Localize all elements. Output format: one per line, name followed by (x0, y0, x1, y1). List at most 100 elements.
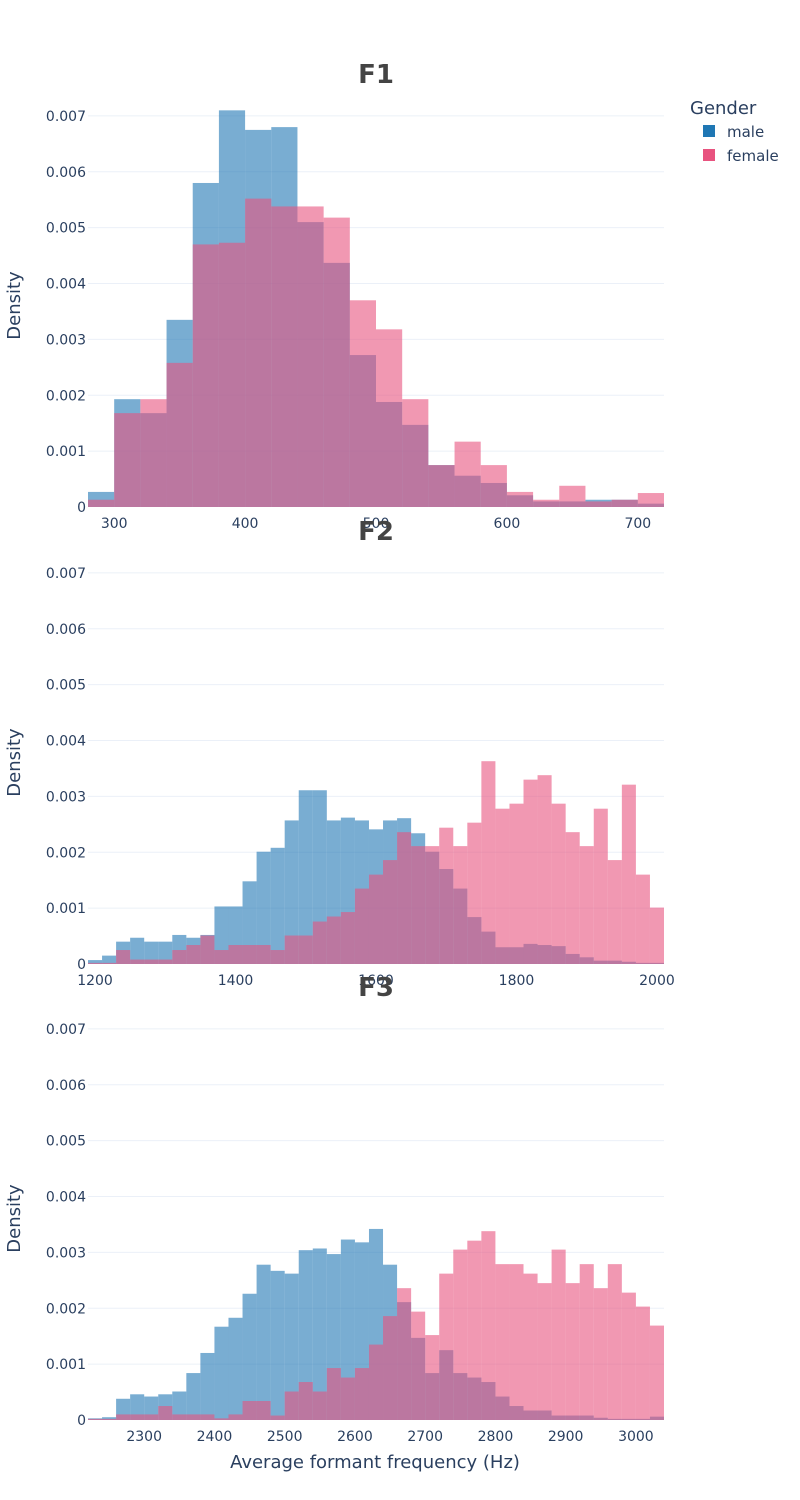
bar-female[interactable] (607, 860, 622, 964)
bar-female[interactable] (340, 912, 355, 964)
bar-female[interactable] (116, 1414, 131, 1420)
bar-female[interactable] (509, 803, 524, 964)
bar-female[interactable] (621, 784, 636, 964)
bar-female[interactable] (158, 1406, 173, 1420)
legend-label-female[interactable]: female (727, 147, 779, 165)
bar-female[interactable] (245, 198, 272, 507)
bar-female[interactable] (376, 329, 403, 507)
bar-female[interactable] (565, 1283, 580, 1420)
bar-female[interactable] (200, 935, 215, 964)
legend-label-male[interactable]: male (727, 123, 764, 141)
bar-female[interactable] (523, 1273, 538, 1420)
bar-female[interactable] (585, 501, 612, 507)
bar-female[interactable] (340, 1377, 355, 1420)
bar-female[interactable] (354, 1368, 369, 1420)
bar-male[interactable] (102, 955, 117, 964)
bar-male[interactable] (284, 820, 299, 964)
bar-female[interactable] (242, 1401, 257, 1420)
bar-female[interactable] (284, 1391, 299, 1420)
bar-female[interactable] (637, 493, 664, 507)
bar-female[interactable] (297, 206, 324, 508)
bar-female[interactable] (298, 1382, 313, 1420)
bar-female[interactable] (102, 962, 117, 964)
bar-female[interactable] (186, 945, 201, 964)
bar-female[interactable] (130, 959, 145, 964)
bar-female[interactable] (284, 935, 299, 964)
bar-female[interactable] (166, 362, 193, 507)
bar-female[interactable] (593, 1288, 608, 1420)
bar-female[interactable] (551, 803, 566, 964)
bar-female[interactable] (411, 846, 426, 964)
bar-female[interactable] (116, 950, 131, 964)
bar-female[interactable] (611, 499, 638, 507)
bar-female[interactable] (467, 1240, 482, 1420)
bar-female[interactable] (635, 1306, 650, 1420)
bar-female[interactable] (559, 485, 586, 507)
bar-female[interactable] (349, 300, 376, 507)
bar-male[interactable] (312, 790, 327, 964)
bar-female[interactable] (467, 822, 482, 964)
bar-female[interactable] (214, 1418, 229, 1420)
bar-male[interactable] (200, 1352, 215, 1420)
bar-female[interactable] (200, 1414, 215, 1420)
bar-male[interactable] (186, 1373, 201, 1420)
bar-male[interactable] (172, 1391, 187, 1420)
bar-male[interactable] (340, 1239, 355, 1420)
bar-female[interactable] (425, 846, 440, 964)
bar-female[interactable] (186, 1414, 201, 1420)
bar-male[interactable] (298, 1250, 313, 1420)
bar-female[interactable] (621, 1292, 636, 1420)
bar-female[interactable] (312, 921, 327, 964)
bar-female[interactable] (402, 399, 429, 507)
bar-female[interactable] (88, 1418, 103, 1420)
bar-female[interactable] (228, 945, 243, 964)
bar-female[interactable] (579, 846, 594, 964)
bar-male[interactable] (312, 1248, 327, 1420)
bar-female[interactable] (425, 1335, 440, 1420)
bar-female[interactable] (579, 1264, 594, 1420)
bar-female[interactable] (114, 413, 141, 507)
bar-male[interactable] (298, 790, 313, 964)
bar-male[interactable] (88, 960, 103, 964)
bar-female[interactable] (481, 761, 496, 964)
bar-male[interactable] (270, 1270, 285, 1420)
bar-female[interactable] (312, 1391, 327, 1420)
bar-male[interactable] (284, 1273, 299, 1420)
bar-female[interactable] (593, 808, 608, 964)
bar-male[interactable] (242, 1293, 257, 1420)
bar-female[interactable] (192, 244, 219, 507)
bar-male[interactable] (144, 1396, 159, 1420)
bar-female[interactable] (454, 441, 481, 507)
bar-female[interactable] (439, 1273, 454, 1420)
bar-female[interactable] (102, 1418, 117, 1420)
bar-female[interactable] (533, 499, 560, 507)
bar-female[interactable] (397, 1288, 412, 1420)
bar-male[interactable] (228, 1317, 243, 1420)
bar-male[interactable] (158, 941, 173, 964)
bar-female[interactable] (397, 832, 412, 964)
bar-female[interactable] (172, 1414, 187, 1420)
bar-female[interactable] (565, 832, 580, 964)
bar-female[interactable] (383, 860, 398, 964)
bar-female[interactable] (495, 1264, 510, 1420)
bar-male[interactable] (144, 941, 159, 964)
bar-female[interactable] (88, 962, 103, 964)
bar-female[interactable] (218, 242, 246, 507)
bar-female[interactable] (256, 1401, 271, 1420)
bar-male[interactable] (214, 906, 229, 964)
bar-female[interactable] (228, 1414, 243, 1420)
bar-female[interactable] (270, 950, 285, 964)
bar-female[interactable] (298, 935, 313, 964)
bar-female[interactable] (506, 491, 534, 507)
bar-female[interactable] (130, 1414, 145, 1420)
bar-male[interactable] (270, 847, 285, 964)
bar-female[interactable] (144, 959, 159, 964)
bar-female[interactable] (523, 779, 538, 964)
bar-female[interactable] (144, 1414, 159, 1420)
bar-female[interactable] (140, 399, 167, 507)
bar-female[interactable] (649, 907, 664, 964)
bar-female[interactable] (158, 959, 173, 964)
bar-female[interactable] (271, 206, 298, 508)
bar-male[interactable] (242, 881, 257, 964)
bar-female[interactable] (326, 916, 341, 964)
